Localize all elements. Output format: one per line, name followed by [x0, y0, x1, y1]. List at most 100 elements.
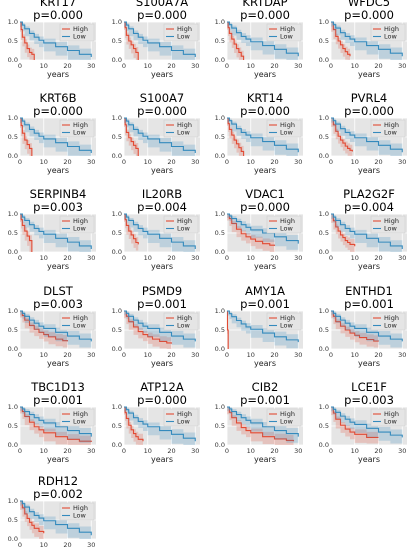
panel-title: S100A7 — [140, 91, 184, 105]
legend-label: High — [280, 314, 295, 322]
y-tick-label: 0.5 — [112, 326, 122, 334]
y-tick-label: 1.0 — [112, 403, 122, 411]
legend-label: Low — [177, 129, 190, 137]
x-tick-label: 10 — [40, 62, 48, 70]
km-curve-high — [227, 406, 295, 442]
legend-label: Low — [177, 33, 190, 41]
km-curve-low — [331, 117, 403, 153]
y-tick-label: 1.0 — [215, 114, 225, 122]
y-tick-label: 1.0 — [112, 210, 122, 218]
y-tick-label: 0.0 — [8, 152, 18, 160]
y-tick-label: 1.0 — [8, 307, 18, 315]
ci-band-high — [227, 407, 294, 445]
legend-label: High — [384, 314, 399, 322]
legend-label: Low — [384, 418, 397, 426]
panel-title: PLA2G2F — [343, 187, 395, 201]
panel-title: SERPINB4 — [30, 187, 87, 201]
km-curve-low — [331, 21, 403, 57]
x-axis-label: years — [254, 359, 276, 368]
km-curve-low — [227, 21, 299, 57]
y-tick-label: 1.0 — [319, 18, 329, 26]
x-tick-label: 30 — [87, 62, 95, 70]
legend-label: High — [177, 121, 192, 129]
ci-band-low — [124, 407, 196, 445]
x-tick-label: 20 — [167, 62, 175, 70]
y-tick-label: 0.0 — [112, 56, 122, 64]
y-tick-label: 0.5 — [215, 326, 225, 334]
x-tick-label: 20 — [270, 351, 278, 359]
legend-label: High — [73, 504, 88, 512]
y-tick-label: 0.5 — [8, 326, 18, 334]
legend-label: Low — [280, 129, 293, 137]
panel-title: S100A7A — [136, 0, 188, 9]
x-tick-label: 0 — [122, 447, 126, 455]
x-tick-label: 30 — [294, 62, 302, 70]
x-tick-label: 30 — [294, 254, 302, 262]
panel-pvalue: p=0.000 — [33, 104, 83, 118]
legend-label: High — [177, 25, 192, 33]
y-tick-label: 1.0 — [215, 210, 225, 218]
panel-title: IL20RB — [142, 187, 182, 201]
x-tick-label: 0 — [329, 447, 333, 455]
y-tick-label: 0.0 — [8, 56, 18, 64]
ci-band-high — [20, 22, 35, 60]
panel-title: KRT17 — [40, 0, 76, 9]
y-tick-label: 0.0 — [319, 248, 329, 256]
km-curve-low — [331, 310, 403, 342]
x-tick-label: 20 — [63, 351, 71, 359]
legend-label: Low — [280, 225, 293, 233]
x-tick-label: 10 — [247, 158, 255, 166]
x-tick-label: 20 — [374, 254, 382, 262]
x-axis-label: years — [47, 455, 69, 464]
legend-label: Low — [280, 33, 293, 41]
panel-pvalue: p=0.000 — [240, 8, 290, 22]
x-tick-label: 20 — [167, 158, 175, 166]
y-tick-label: 1.0 — [319, 210, 329, 218]
legend-label: Low — [73, 225, 86, 233]
x-tick-label: 10 — [351, 254, 359, 262]
ci-band-high — [20, 118, 32, 156]
x-tick-label: 30 — [398, 351, 406, 359]
km-curve-low — [20, 310, 92, 342]
x-tick-label: 0 — [329, 158, 333, 166]
x-tick-label: 20 — [270, 62, 278, 70]
x-tick-label: 10 — [144, 254, 152, 262]
y-tick-label: 0.0 — [215, 345, 225, 353]
ci-band-low — [331, 118, 403, 156]
panel-pvalue: p=0.002 — [33, 487, 83, 501]
x-tick-label: 20 — [63, 254, 71, 262]
x-tick-label: 0 — [18, 447, 22, 455]
y-tick-label: 0.0 — [8, 345, 18, 353]
x-tick-label: 10 — [144, 158, 152, 166]
x-axis-label: years — [151, 359, 173, 368]
x-tick-label: 10 — [351, 62, 359, 70]
y-tick-label: 0.5 — [112, 37, 122, 45]
y-tick-label: 1.0 — [112, 307, 122, 315]
legend-label: High — [177, 314, 192, 322]
y-tick-label: 0.5 — [319, 37, 329, 45]
x-tick-label: 10 — [40, 254, 48, 262]
legend-label: Low — [73, 322, 86, 330]
x-tick-label: 10 — [144, 447, 152, 455]
km-curve-low — [20, 213, 92, 249]
x-tick-label: 0 — [122, 62, 126, 70]
y-tick-label: 0.5 — [319, 133, 329, 141]
ci-band-high — [20, 214, 32, 252]
y-tick-label: 1.0 — [319, 403, 329, 411]
x-tick-label: 20 — [270, 158, 278, 166]
panel-title: KRT14 — [247, 91, 283, 105]
y-tick-label: 0.0 — [112, 152, 122, 160]
km-curve-low — [124, 213, 196, 249]
x-tick-label: 20 — [167, 447, 175, 455]
x-tick-label: 30 — [87, 351, 95, 359]
x-tick-label: 10 — [351, 351, 359, 359]
x-axis-label: years — [47, 70, 69, 79]
y-tick-label: 0.0 — [319, 441, 329, 449]
y-tick-label: 0.5 — [215, 422, 225, 430]
y-tick-label: 1.0 — [8, 18, 18, 26]
